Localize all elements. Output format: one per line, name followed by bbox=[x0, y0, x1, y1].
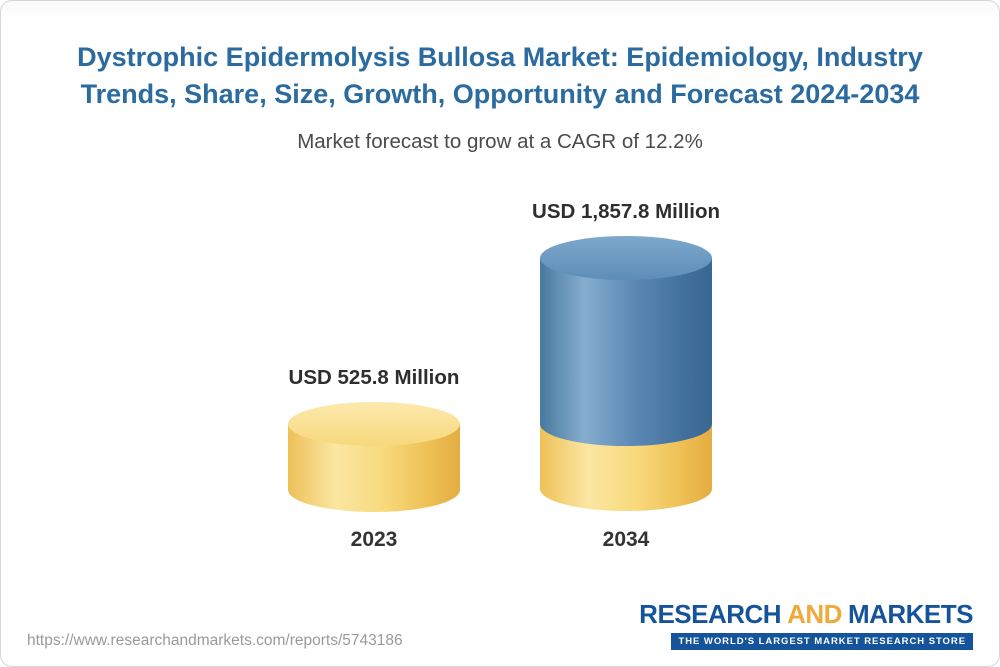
logo-tagline: THE WORLD'S LARGEST MARKET RESEARCH STOR… bbox=[671, 633, 973, 650]
bar-2023-cylinder bbox=[288, 401, 460, 512]
report-url: https://www.researchandmarkets.com/repor… bbox=[27, 632, 403, 649]
x-axis-label-2034: 2034 bbox=[602, 527, 650, 551]
logo-word-markets: MARKETS bbox=[847, 599, 974, 629]
bar-2034-top-ellipse bbox=[540, 235, 712, 280]
x-axis-label-2023: 2023 bbox=[350, 527, 398, 551]
research-and-markets-logo: RESEARCH AND MARKETS THE WORLD'S LARGEST M… bbox=[639, 599, 974, 650]
bar-2023-top-ellipse bbox=[288, 401, 460, 446]
logo-word-research: RESEARCH bbox=[639, 599, 782, 629]
bar-chart: USD 525.8 Million 2023 USD 1,857.8 Milli… bbox=[1, 200, 999, 552]
logo-word-and: AND bbox=[787, 599, 842, 629]
chart-subtitle: Market forecast to grow at a CAGR of 12.… bbox=[297, 129, 703, 153]
page-title: Dystrophic Epidermolysis Bullosa Market:… bbox=[77, 42, 923, 110]
bar-group-2034: USD 1,857.8 Million 2034 bbox=[532, 200, 720, 552]
bar-2034-cylinder bbox=[540, 235, 712, 512]
value-label-2023: USD 525.8 Million bbox=[288, 365, 460, 389]
footer: https://www.researchandmarkets.com/repor… bbox=[1, 599, 999, 666]
logo-wordmark: RESEARCH AND MARKETS bbox=[639, 599, 973, 630]
bar-group-2023: USD 525.8 Million 2023 bbox=[288, 366, 460, 552]
value-label-2034: USD 1,857.8 Million bbox=[532, 199, 720, 223]
bar-2034-blue-segment bbox=[540, 257, 712, 446]
